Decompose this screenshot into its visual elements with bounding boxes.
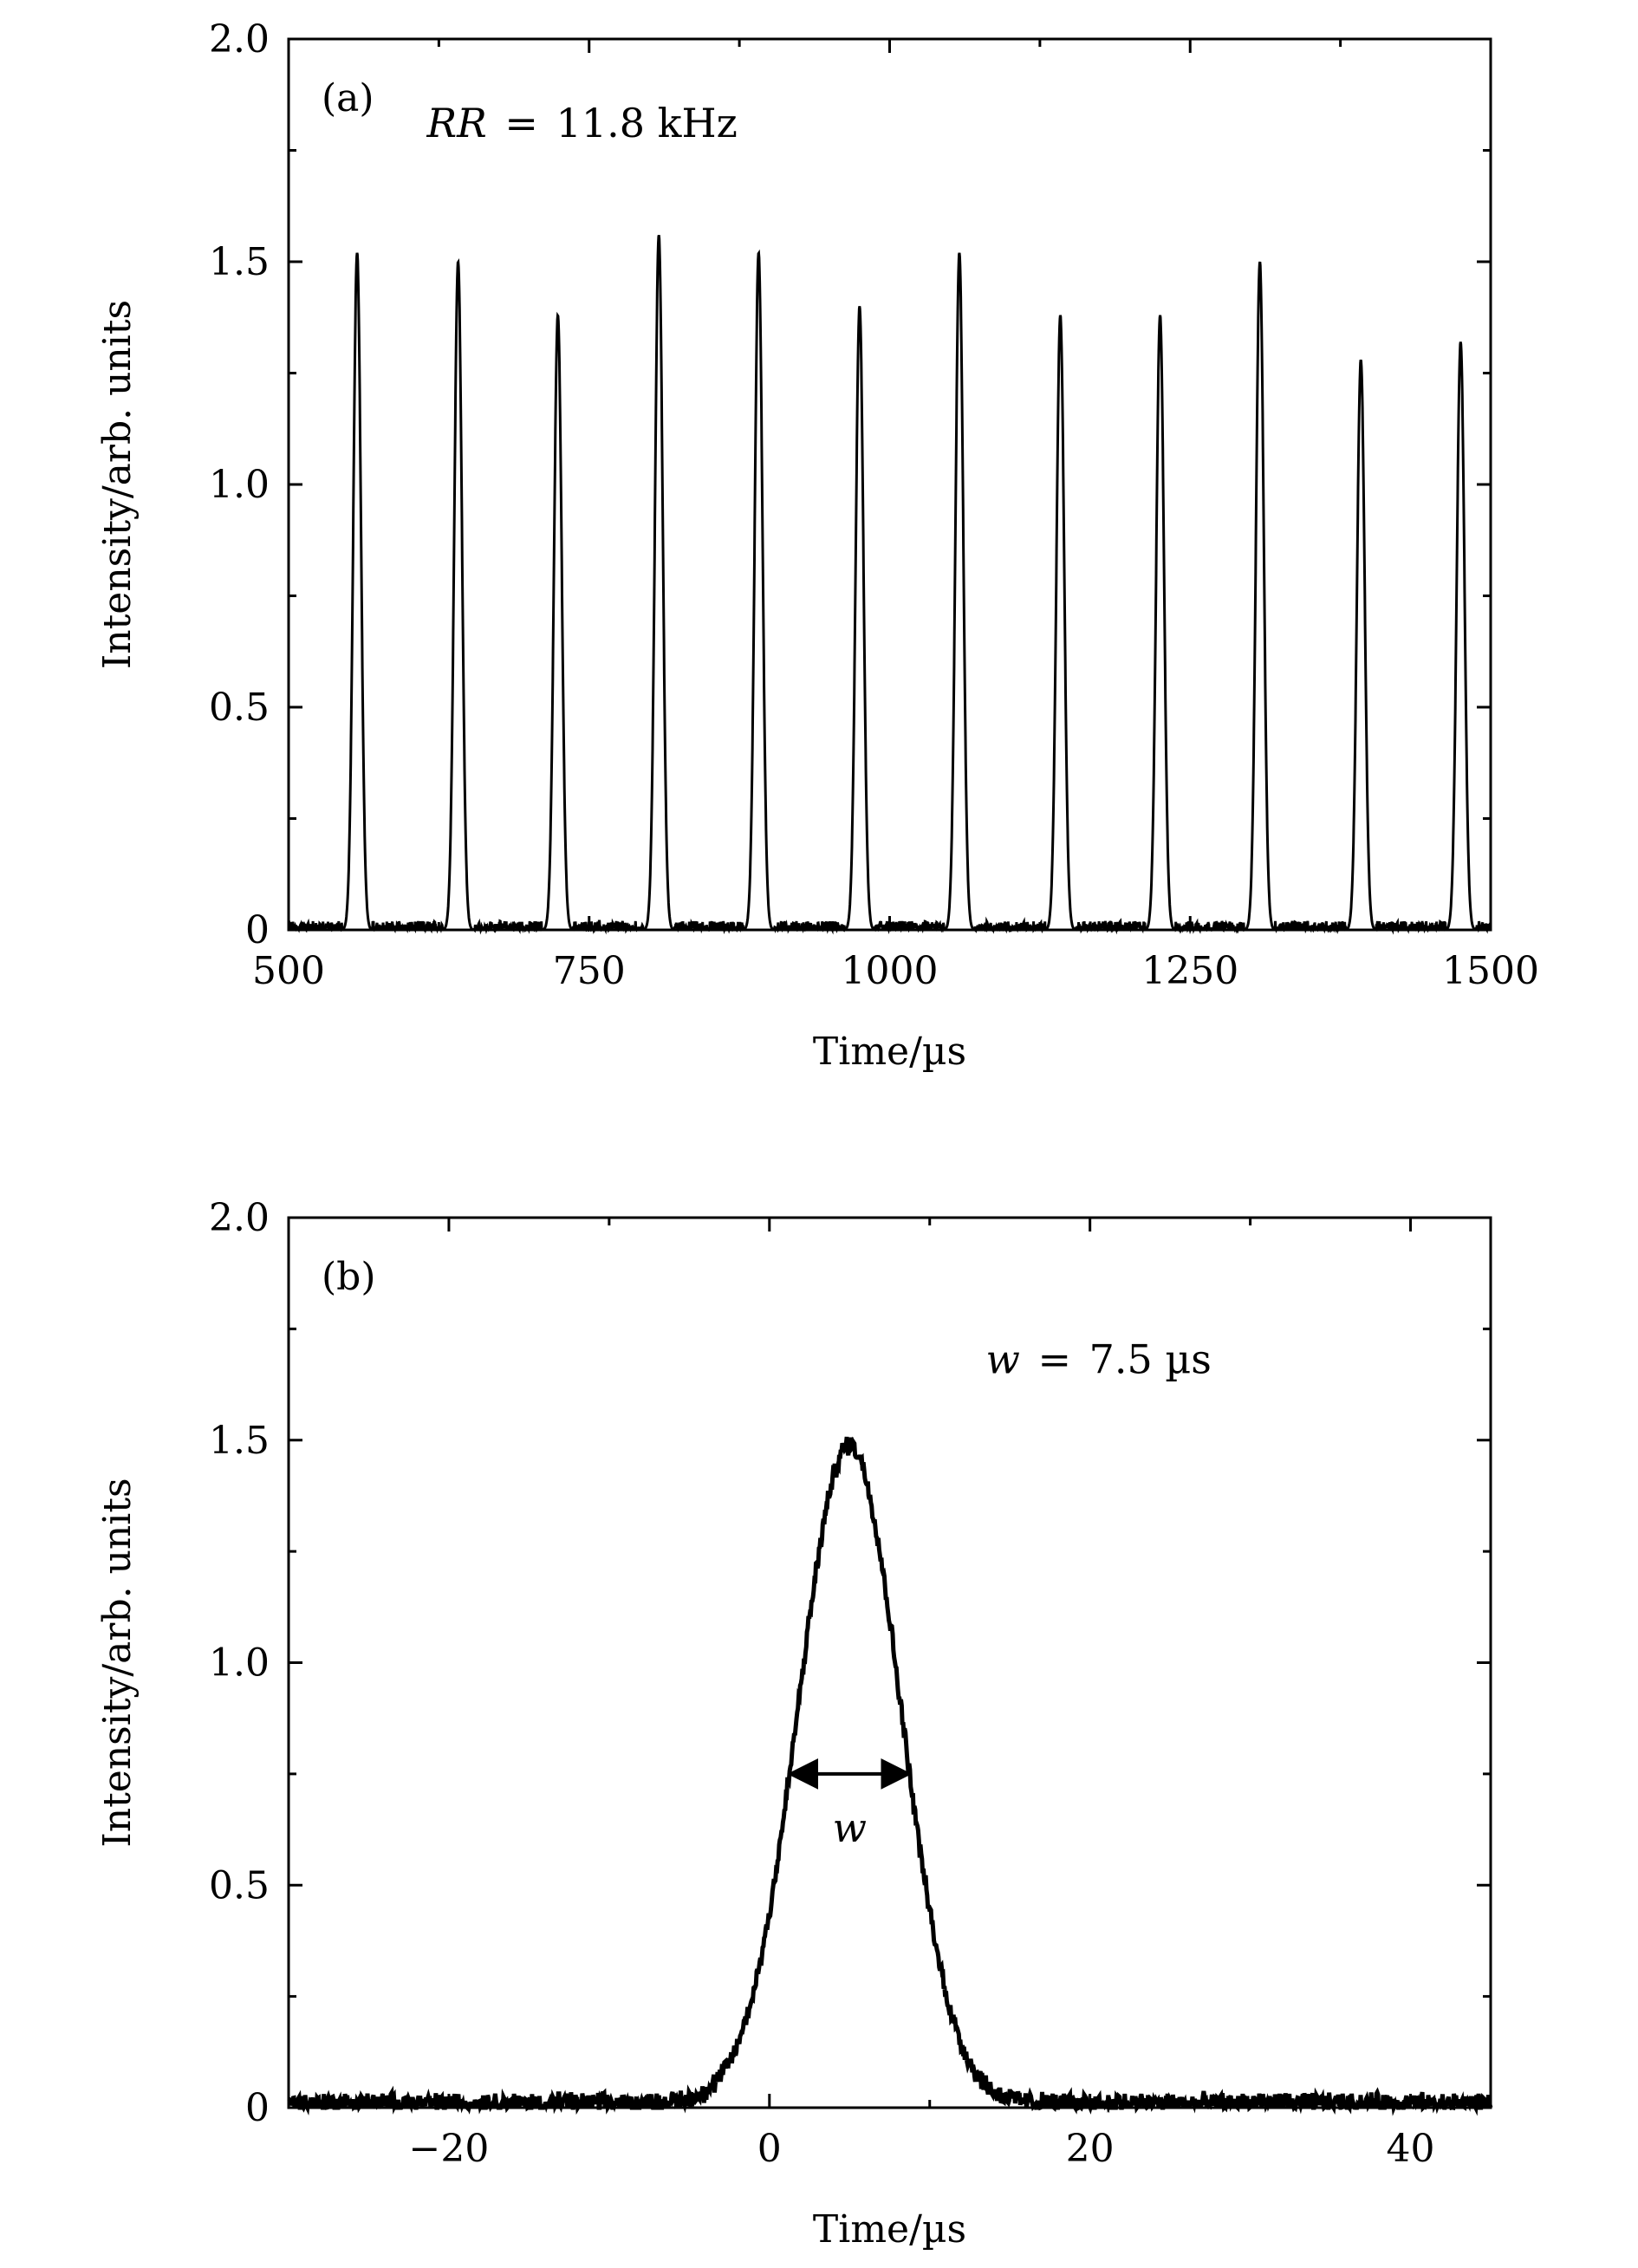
a-x-tick-label: 750 [553, 949, 626, 993]
chart-a-annotation-value: 11.8 kHz [556, 100, 738, 146]
a-x-tick-label: 500 [252, 949, 325, 993]
chart-a-y-axis-title: Intensity/arb. units [95, 300, 140, 669]
chart-b-x-tick-labels: −20 0 20 40 [409, 2127, 1435, 2171]
chart-a-series-line [287, 234, 1492, 935]
chart-b-y-tick-labels: 0 0.5 1.0 1.5 2.0 [209, 1196, 270, 2130]
a-y-tick-label: 0 [245, 908, 270, 952]
chart-a-annotation-eq: = [504, 100, 538, 146]
chart-panel-b: −20 0 20 40 0 0.5 1.0 1.5 2.0 Time/µs Intensity… [95, 1196, 1493, 2252]
chart-b-plot-frame [287, 1216, 1492, 2109]
chart-a-annotation-var: RR [426, 100, 487, 146]
a-x-tick-label: 1250 [1141, 949, 1238, 993]
chart-b-y-axis-title: Intensity/arb. units [95, 1478, 140, 1847]
chart-b-x-axis-title: Time/µs [813, 2207, 966, 2252]
chart-a-plot-frame [287, 37, 1492, 932]
chart-b-annotation-var: w [985, 1336, 1019, 1383]
a-y-tick-label: 1.0 [209, 463, 270, 507]
b-x-tick-label: 20 [1066, 2127, 1115, 2171]
a-y-tick-label: 1.5 [209, 240, 270, 284]
a-x-tick-label: 1500 [1442, 949, 1539, 993]
b-y-tick-label: 0.5 [209, 1863, 270, 1907]
chart-b-ticks [287, 1216, 1491, 2109]
chart-a-x-axis-title: Time/µs [813, 1030, 966, 1074]
chart-a-x-tick-labels: 500 750 1000 1250 1500 [252, 949, 1539, 993]
chart-b-annotation-value: 7.5 µs [1089, 1336, 1212, 1383]
chart-a-ticks [287, 37, 1492, 932]
chart-a-y-tick-labels: 0 0.5 1.0 1.5 2.0 [209, 17, 270, 952]
chart-panel-a: 500 750 1000 1250 1500 0 0.5 1.0 1.5 2.0 Time/µs… [95, 17, 1539, 1074]
b-y-tick-label: 1.5 [209, 1419, 270, 1463]
a-x-tick-label: 1000 [842, 949, 939, 993]
chart-b-panel-label: (b) [322, 1255, 376, 1299]
chart-a-annotation: RR = 11.8 kHz [426, 100, 738, 146]
b-y-tick-label: 0 [245, 2086, 270, 2130]
b-y-tick-label: 2.0 [209, 1196, 270, 1240]
b-y-tick-label: 1.0 [209, 1641, 270, 1686]
a-y-tick-label: 2.0 [209, 17, 270, 62]
b-x-tick-label: 0 [757, 2127, 782, 2171]
a-y-tick-label: 0.5 [209, 686, 270, 730]
chart-b-width-label: w [833, 1804, 867, 1851]
b-x-tick-label: −20 [409, 2127, 490, 2171]
b-x-tick-label: 40 [1387, 2127, 1435, 2171]
chart-b-annotation: w = 7.5 µs [985, 1336, 1211, 1383]
chart-a-panel-label: (a) [322, 76, 374, 120]
chart-b-annotation-eq: = [1037, 1336, 1071, 1383]
